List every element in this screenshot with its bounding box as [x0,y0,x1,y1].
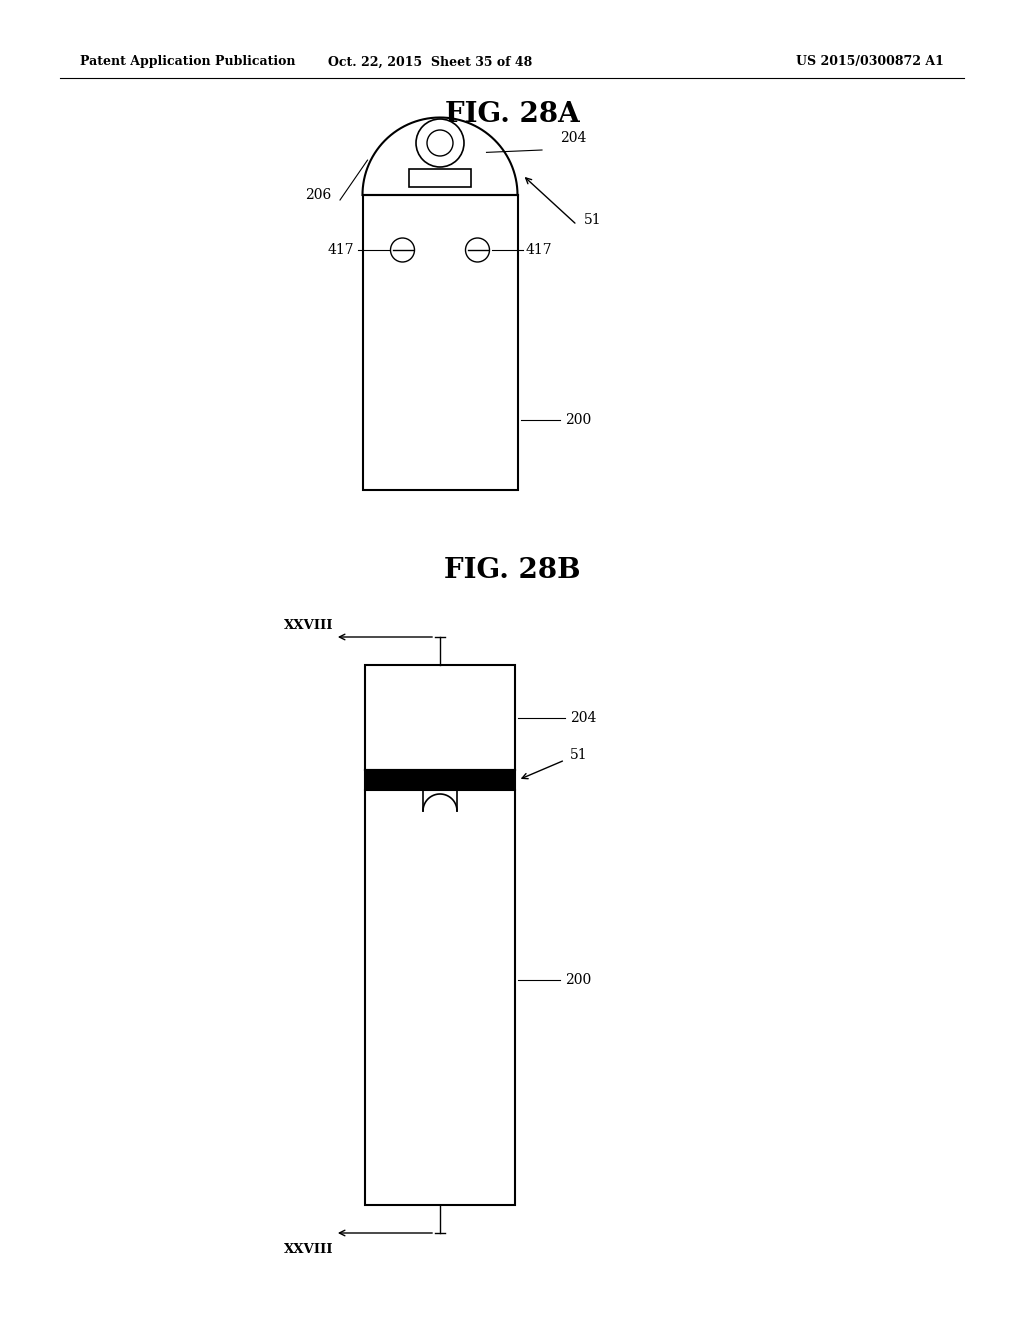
Bar [365,665,515,1205]
Text: 51: 51 [570,748,588,762]
Circle shape [416,119,464,168]
Text: 417: 417 [328,243,354,257]
Text: 13: 13 [439,123,457,137]
Text: 204: 204 [570,710,596,725]
Bar [362,195,517,490]
Circle shape [466,238,489,261]
Circle shape [427,129,453,156]
Text: 204: 204 [560,131,587,145]
Text: 200: 200 [565,973,591,987]
Text: FIG. 28A: FIG. 28A [444,102,580,128]
Text: 51: 51 [584,213,602,227]
Text: XXVIII: XXVIII [284,1243,333,1257]
Text: Oct. 22, 2015  Sheet 35 of 48: Oct. 22, 2015 Sheet 35 of 48 [328,55,532,69]
Text: US 2015/0300872 A1: US 2015/0300872 A1 [796,55,944,69]
Circle shape [390,238,415,261]
Text: 206: 206 [305,187,331,202]
Bar [365,770,515,789]
Text: FIG. 28B: FIG. 28B [443,557,581,583]
Text: Patent Application Publication: Patent Application Publication [80,55,296,69]
Text: 417: 417 [525,243,552,257]
Text: 200: 200 [565,413,591,426]
Text: XXVIII: XXVIII [284,619,333,632]
Bar [409,169,471,187]
